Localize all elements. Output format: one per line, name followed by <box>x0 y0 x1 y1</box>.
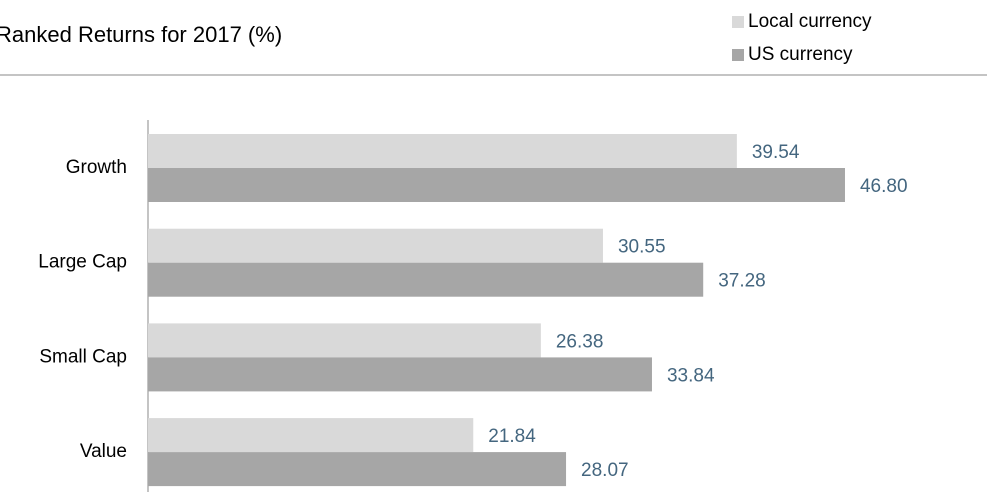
data-label: 33.84 <box>667 365 715 386</box>
bar <box>148 228 603 263</box>
bar <box>148 262 704 297</box>
bar <box>148 418 474 453</box>
data-label: 28.07 <box>581 460 629 481</box>
y-tick-label: Large Cap <box>38 252 127 273</box>
y-tick-label: Growth <box>66 157 127 178</box>
legend-swatch <box>732 49 744 61</box>
y-tick-label: Value <box>80 441 127 462</box>
data-label: 30.55 <box>618 237 666 258</box>
chart-title: Ranked Returns for 2017 (%) <box>0 22 282 47</box>
bar <box>148 357 652 392</box>
bar <box>148 323 541 358</box>
y-tick-label: Small Cap <box>39 346 127 367</box>
data-label: 37.28 <box>718 271 766 292</box>
bar <box>148 452 567 487</box>
bar <box>148 168 845 202</box>
data-label: 39.54 <box>752 142 800 163</box>
data-label: 46.80 <box>860 176 908 197</box>
bar <box>148 134 737 168</box>
data-label: 26.38 <box>556 331 604 352</box>
legend-label: Local currency <box>748 11 872 32</box>
data-label: 21.84 <box>488 426 536 447</box>
legend-label: US currency <box>748 44 853 65</box>
legend-swatch <box>732 16 744 28</box>
